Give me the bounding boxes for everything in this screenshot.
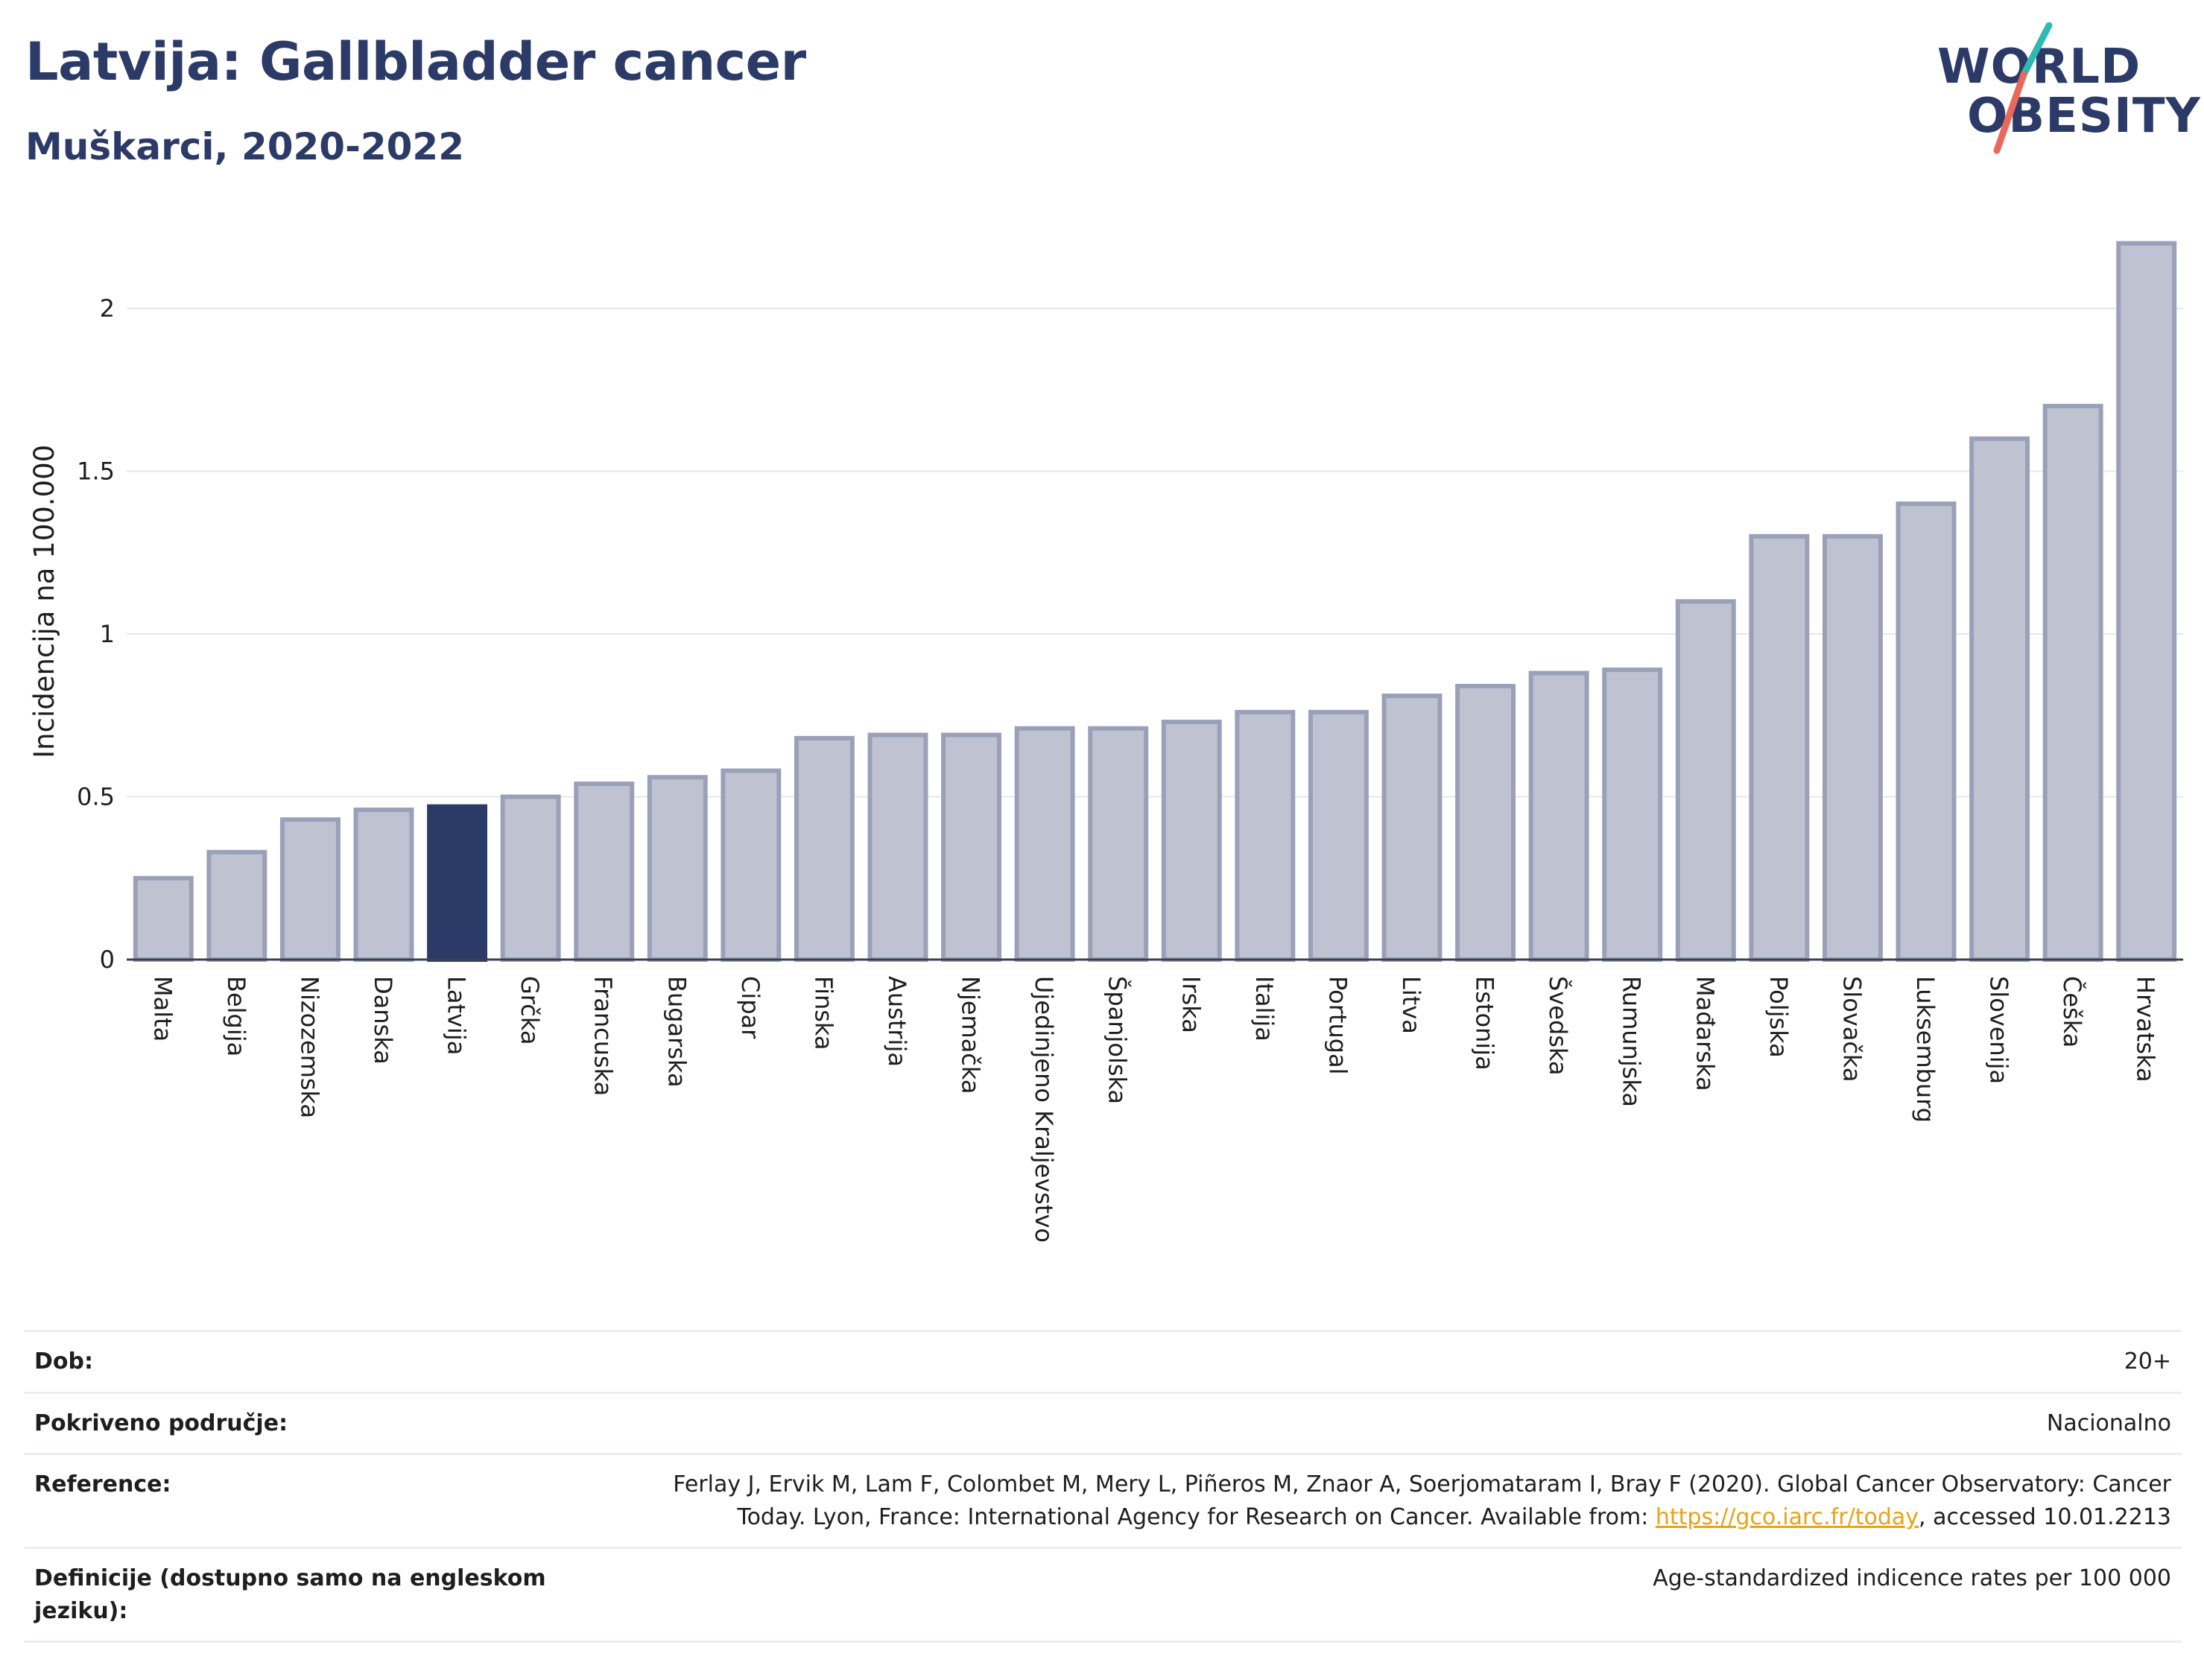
x-tick-label: Luksemburg [1911,976,1939,1123]
bar-češka[interactable] [2042,404,2103,963]
x-tick-label: Cipar [736,976,764,1039]
bar-litva[interactable] [1381,694,1443,963]
meta-row-coverage: Pokriveno područje: Nacionalno [24,1391,2182,1454]
logo-slash-icon [1993,22,2053,154]
bar-nizozemska[interactable] [279,817,341,963]
x-tick-label: Hrvatska [2132,976,2160,1083]
x-tick-label: Danska [369,976,397,1065]
bars [133,241,2177,963]
meta-row-definitions: Definicije (dostupno samo na engleskom j… [24,1547,2182,1643]
bar-poljska[interactable] [1749,533,1810,962]
y-tick-label: 0 [100,945,115,974]
x-tick-label: Estonija [1471,976,1499,1071]
chart-subtitle: Muškarci, 2020-2022 [25,125,465,168]
x-tick-label: Irska [1177,976,1205,1033]
y-tick-label: 2 [100,294,115,323]
bar-estonija[interactable] [1455,683,1516,962]
bar-slovenija[interactable] [1969,436,2030,962]
y-tick-label: 1 [100,620,115,648]
x-tick-label: Španjolska [1103,976,1133,1104]
y-tick-label: 0.5 [77,783,115,811]
bar-mađarska[interactable] [1675,599,1736,962]
x-tick-label: Latvija [443,976,471,1055]
bar-cipar[interactable] [721,768,782,962]
x-tick-label: Češka [2058,976,2087,1047]
x-tick-label: Nizozemska [295,976,323,1118]
bar-slovačka[interactable] [1822,533,1883,962]
x-tick-label: Italija [1250,976,1279,1042]
reference-text-accessed: , accessed 10.01.2213 [1919,1503,2171,1530]
x-tick-label: Slovačka [1837,976,1866,1083]
meta-key: Pokriveno područje: [24,1391,566,1454]
bar-chart: 0 0.5 1 1.5 2 Malta Belgija Nizozemska Danska La… [28,241,2183,1243]
bar-irska[interactable] [1161,719,1222,962]
x-tick-label: Bugarska [662,976,691,1088]
reference-link[interactable]: https://gco.iarc.fr/today [1655,1503,1919,1530]
y-tick-label: 1.5 [77,457,115,486]
bar-grčka[interactable] [500,794,561,962]
world-obesity-logo: WORLD OBESITY [1937,22,2200,156]
bar-rumunjska[interactable] [1602,668,1663,962]
bar-malta[interactable] [133,875,194,962]
bar-bugarska[interactable] [647,775,708,963]
meta-value: Nacionalno [566,1391,2182,1454]
x-axis-labels: Malta Belgija Nizozemska Danska Latvija Grčka… [148,976,2159,1243]
meta-key: Dob: [24,1330,566,1392]
bar-austrija[interactable] [867,732,928,962]
x-tick-label: Rumunjska [1618,976,1646,1107]
x-tick-label: Mađarska [1691,976,1719,1091]
x-tick-label: Ujedinjeno Kraljevstvo [1030,976,1058,1243]
x-tick-label: Malta [148,976,177,1042]
bar-njemačka[interactable] [941,732,1002,962]
meta-key: Reference: [24,1453,566,1548]
meta-key: Definicije (dostupno samo na engleskom j… [24,1547,566,1643]
x-tick-label: Austrija [883,976,911,1067]
x-tick-label: Poljska [1764,976,1793,1058]
bar-italija[interactable] [1235,709,1296,962]
x-tick-label: Belgija [222,976,250,1056]
x-tick-label: Litva [1397,976,1425,1034]
x-tick-label: Grčka [516,976,544,1045]
bar-latvija[interactable] [427,804,488,962]
x-tick-label: Francuska [589,976,618,1096]
y-axis-ticks: 0 0.5 1 1.5 2 [77,294,115,974]
meta-row-age: Dob: 20+ [24,1330,2182,1392]
bar-švedska[interactable] [1528,671,1589,962]
bar-danska[interactable] [353,807,414,962]
reference-text-line1: Ferlay J, Ervik M, Lam F, Colombet M, Me… [673,1471,2171,1497]
bar-francuska[interactable] [574,782,635,963]
bar-luksemburg[interactable] [1896,501,1957,962]
x-tick-label: Slovenija [1985,976,2013,1084]
meta-value: Age-standardized indicence rates per 100… [566,1547,2182,1643]
y-axis-label: Incidencija na 100.000 [28,445,60,758]
x-tick-label: Portugal [1323,976,1352,1075]
bar-ujedinjeno-kraljevstvo[interactable] [1014,726,1075,962]
meta-value: Ferlay J, Ervik M, Lam F, Colombet M, Me… [566,1453,2182,1548]
bar-belgija[interactable] [206,849,267,962]
bar-hrvatska[interactable] [2116,241,2177,963]
x-tick-label: Njemačka [957,976,985,1094]
metadata-table: Dob: 20+ Pokriveno područje: Nacionalno … [24,1330,2182,1643]
x-tick-label: Švedska [1544,976,1573,1076]
bar-finska[interactable] [794,735,855,963]
reference-text-line2: Today. Lyon, France: International Agenc… [737,1503,1656,1530]
chart-title: Latvija: Gallbladder cancer [25,31,806,92]
x-tick-label: Finska [809,976,837,1050]
bar-španjolska[interactable] [1088,726,1149,962]
meta-value: 20+ [566,1330,2182,1392]
bar-portugal[interactable] [1308,709,1369,962]
meta-row-reference: Reference: Ferlay J, Ervik M, Lam F, Col… [24,1453,2182,1548]
